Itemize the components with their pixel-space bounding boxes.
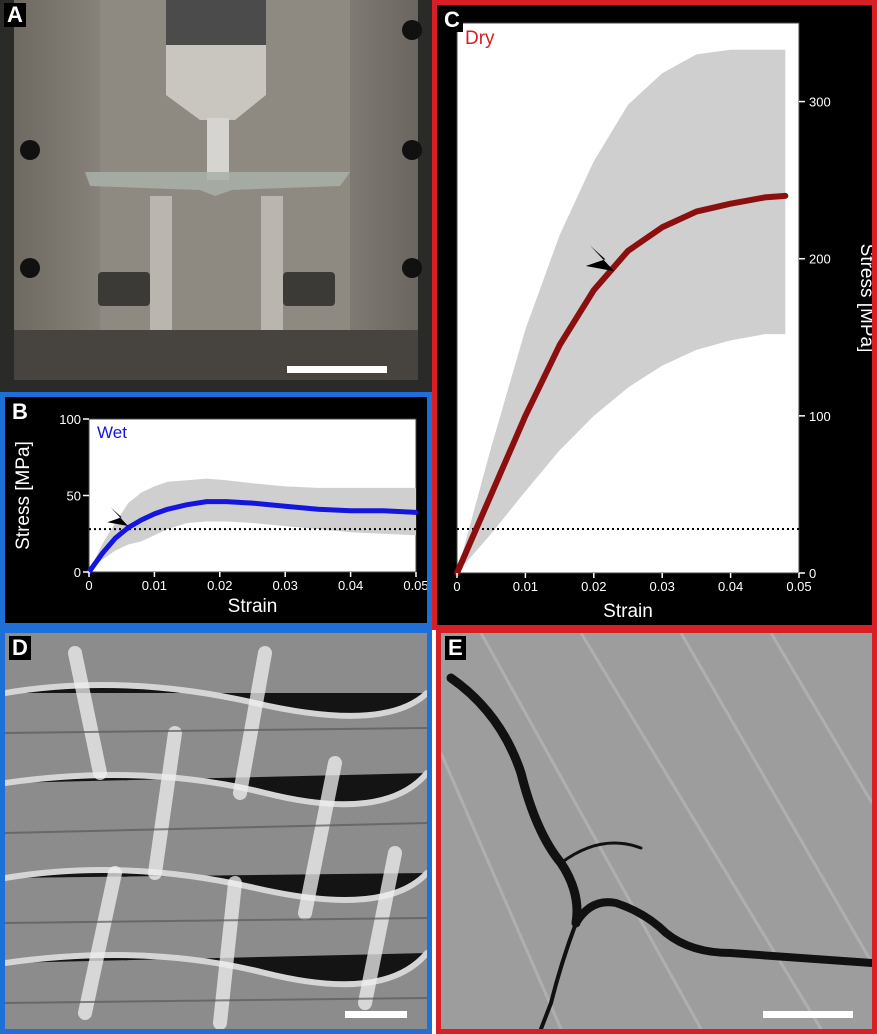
x-tick-label: 0.02 xyxy=(581,579,606,594)
bending-rig-photo xyxy=(0,0,432,392)
mean-stress-curve xyxy=(86,499,419,575)
std-dev-band xyxy=(89,478,416,572)
fibrous-fracture-micrograph xyxy=(5,633,427,1029)
y-tick-label: 200 xyxy=(809,252,831,267)
x-axis-label: Strain xyxy=(228,596,278,617)
y-tick-label: 100 xyxy=(809,409,831,424)
panel-b-wet-chart: Wet 0 0.01 0.02 0.03 0.04 0.05 Strain 0 50 100 Stre… xyxy=(0,392,432,628)
panel-label-a: A xyxy=(4,3,26,27)
panel-label-e: E xyxy=(445,636,466,660)
x-axis-label: Strain xyxy=(603,601,653,622)
y-tick-label: 0 xyxy=(809,566,816,581)
x-tick-label: 0.01 xyxy=(513,579,538,594)
x-tick-label: 0.03 xyxy=(273,578,298,593)
x-tick-label: 0 xyxy=(453,579,460,594)
panel-e-sem-dry: E xyxy=(436,628,877,1034)
arrowhead-annotation xyxy=(107,507,129,527)
x-tick-label: 0.05 xyxy=(786,579,811,594)
panel-d-sem-wet: D xyxy=(0,628,432,1034)
panel-label-d: D xyxy=(9,636,31,660)
scale-bar xyxy=(763,1011,853,1018)
y-tick-label: 300 xyxy=(809,95,831,110)
y-axis-label: Stress [MPa] xyxy=(856,244,872,353)
scale-bar xyxy=(287,366,387,373)
dry-stress-strain-chart: Dry 0 0.01 0.02 0.03 0.04 0.05 Strain 0 100 200 300… xyxy=(453,22,872,622)
panel-label-c: C xyxy=(441,8,463,32)
y-axis-label: Stress [MPa] xyxy=(13,441,34,550)
x-tick-label: 0.04 xyxy=(718,579,743,594)
x-tick-label: 0.02 xyxy=(207,578,232,593)
brittle-fracture-micrograph xyxy=(441,633,872,1029)
panel-a-photo: A xyxy=(0,0,432,392)
x-tick-label: 0 xyxy=(85,578,92,593)
series-label: Wet xyxy=(97,423,127,442)
panel-label-b: B xyxy=(9,400,31,424)
y-tick-label: 0 xyxy=(74,565,81,580)
y-tick-label: 100 xyxy=(59,412,81,427)
panel-c-dry-chart: Dry 0 0.01 0.02 0.03 0.04 0.05 Strain 0 100 200 300… xyxy=(432,0,877,630)
std-dev-band xyxy=(457,49,786,573)
scale-bar xyxy=(345,1011,407,1018)
wet-stress-strain-chart: Wet 0 0.01 0.02 0.03 0.04 0.05 Strain 0 50 100 Stre… xyxy=(13,412,427,617)
arrowhead-annotation xyxy=(585,245,615,272)
x-tick-label: 0.05 xyxy=(403,578,427,593)
series-label: Dry xyxy=(465,28,495,49)
x-tick-label: 0.04 xyxy=(338,578,363,593)
x-tick-label: 0.03 xyxy=(650,579,675,594)
mean-stress-curve xyxy=(454,192,789,576)
x-tick-label: 0.01 xyxy=(142,578,167,593)
y-tick-label: 50 xyxy=(67,489,81,504)
